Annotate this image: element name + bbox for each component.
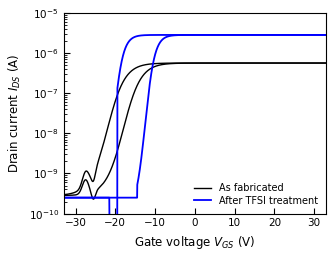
Legend: As fabricated, After TFSI treatment: As fabricated, After TFSI treatment	[191, 180, 321, 209]
X-axis label: Gate voltage $V_{GS}$ (V): Gate voltage $V_{GS}$ (V)	[134, 234, 255, 251]
Y-axis label: Drain current $I_{DS}$ (A): Drain current $I_{DS}$ (A)	[7, 53, 23, 173]
